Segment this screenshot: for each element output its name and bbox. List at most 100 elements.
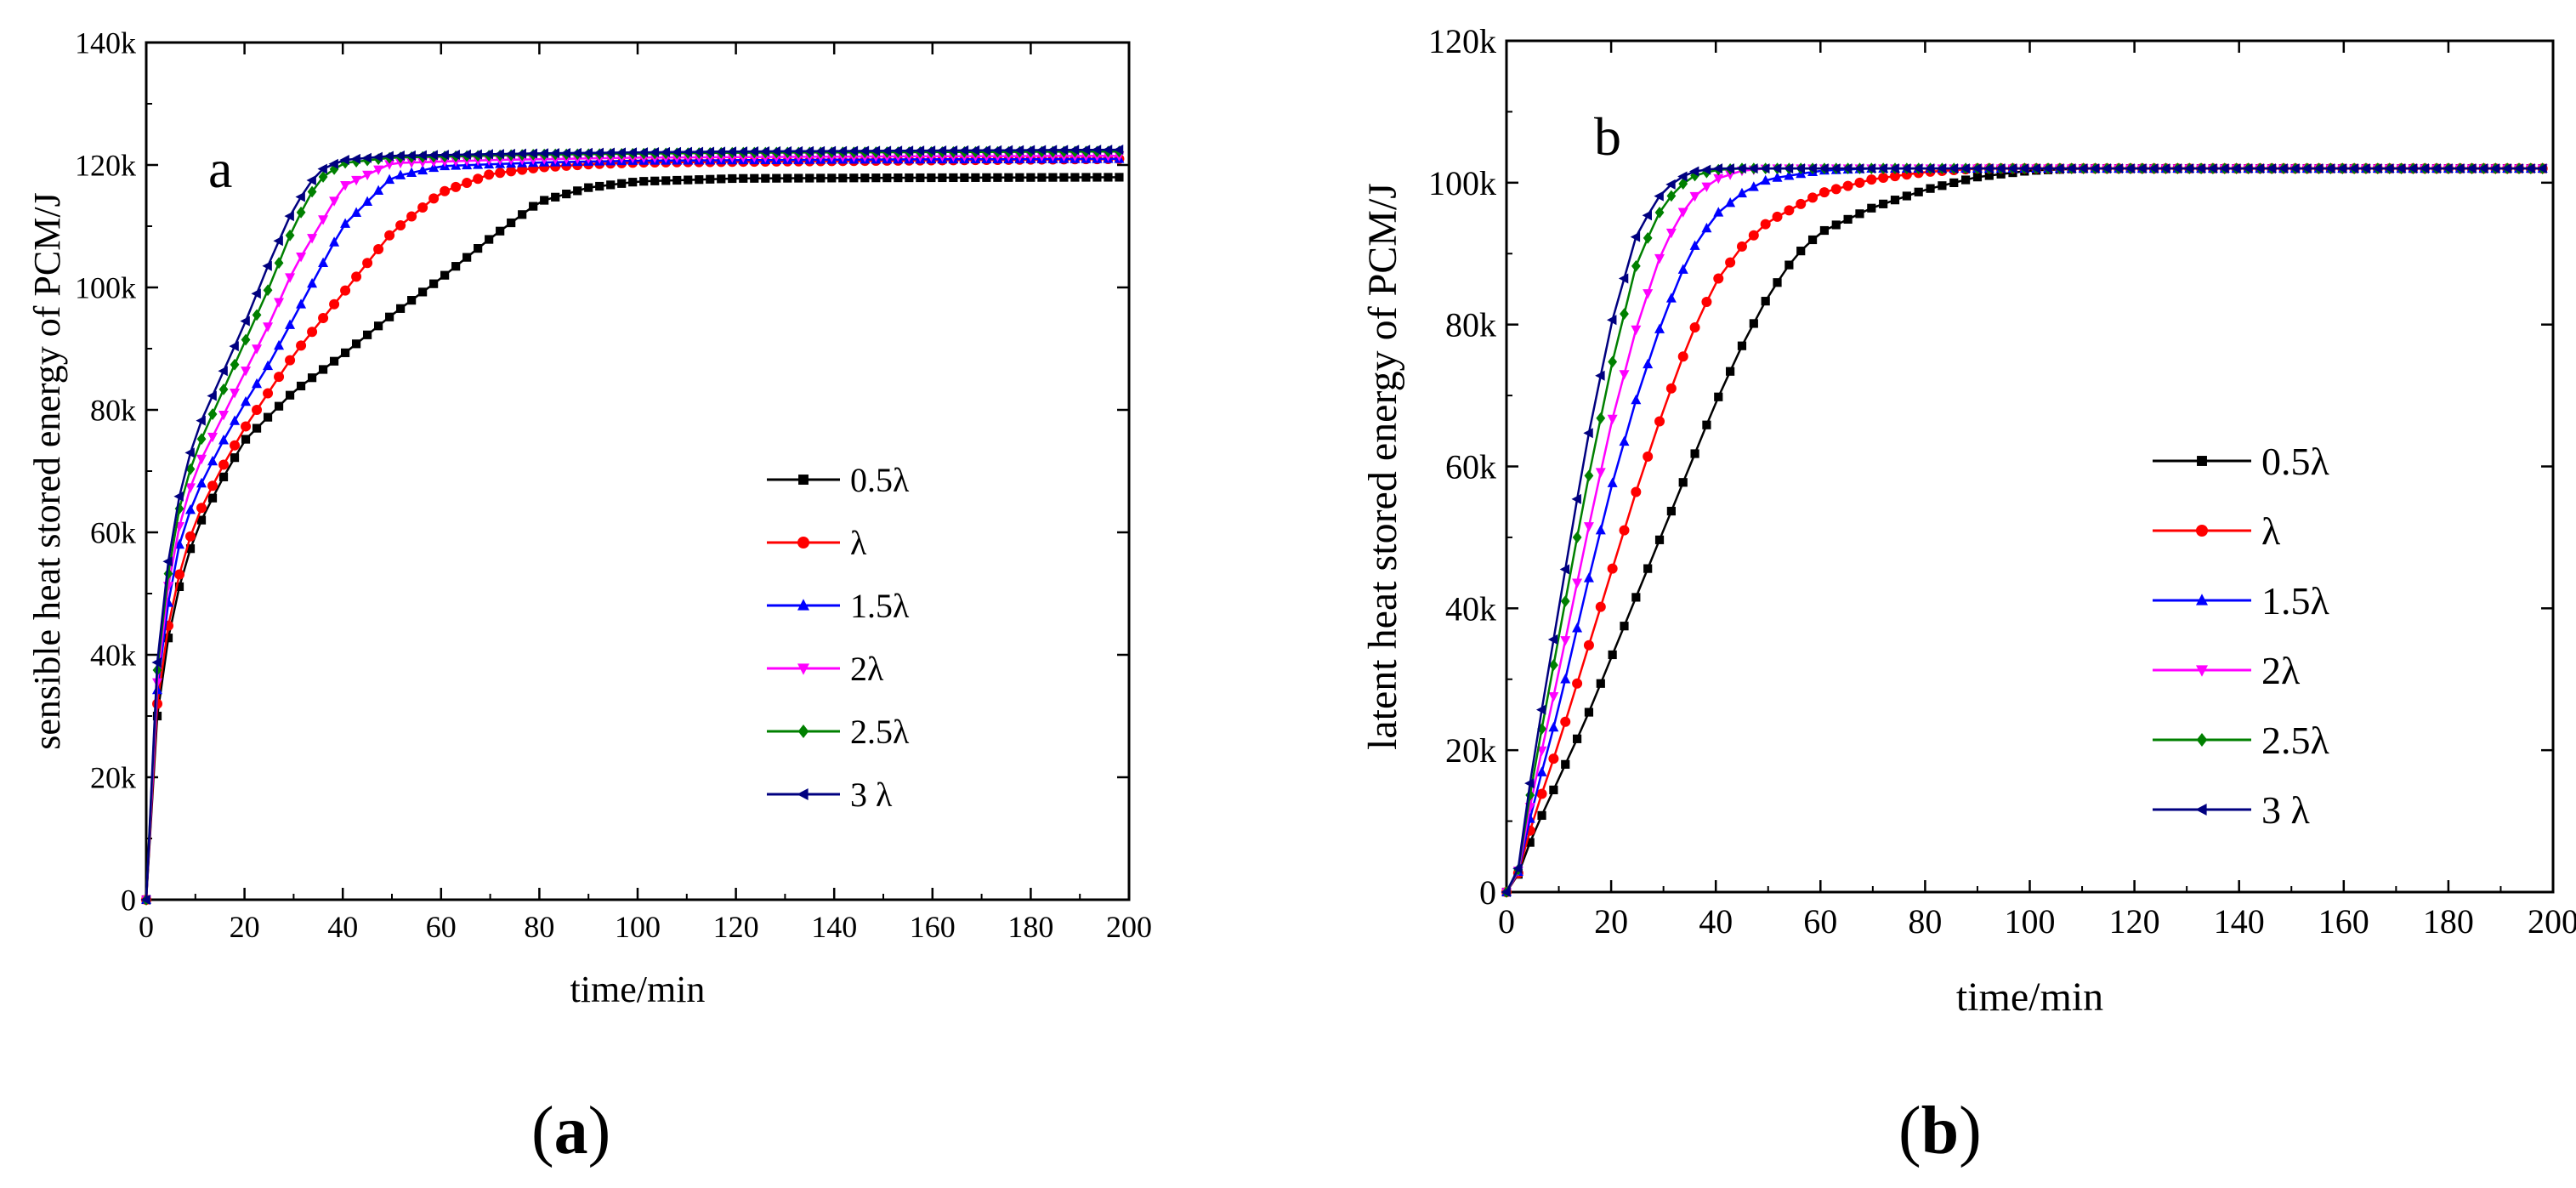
data-point xyxy=(185,544,196,554)
data-point xyxy=(792,145,803,156)
series-line xyxy=(145,154,1120,901)
data-point xyxy=(739,173,748,183)
data-point xyxy=(1819,187,1830,198)
data-point xyxy=(196,433,207,446)
data-point xyxy=(2195,163,2205,174)
data-point xyxy=(860,173,870,183)
data-point xyxy=(1878,172,1889,183)
data-point xyxy=(462,253,472,262)
y-tick-label: 60k xyxy=(90,516,136,550)
chart-b: 0 20 40 60 80 100 120 140 160 180 200 0 20k 40k 60k 80k… xyxy=(1360,22,2576,1020)
data-point xyxy=(218,435,230,445)
data-point xyxy=(340,348,350,357)
data-point xyxy=(1831,220,1841,230)
data-point xyxy=(1584,469,1594,482)
data-point xyxy=(285,390,295,400)
x-tick-label: 180 xyxy=(2423,902,2474,941)
data-point xyxy=(661,176,671,185)
legend-marker xyxy=(797,724,809,739)
data-point xyxy=(494,149,504,160)
data-point xyxy=(1547,634,1558,645)
data-point xyxy=(2489,163,2500,174)
data-point xyxy=(1748,181,1759,191)
data-point xyxy=(2312,163,2324,174)
data-point xyxy=(329,356,339,366)
data-point xyxy=(1713,173,1724,185)
data-point xyxy=(1961,175,1971,185)
data-point xyxy=(1560,636,1571,646)
y-tick-label: 20k xyxy=(1445,731,1496,770)
data-point xyxy=(1796,247,1806,256)
caption-b: (b) xyxy=(1898,1093,1982,1170)
data-point xyxy=(1926,184,1935,193)
x-tick-label: 140 xyxy=(2214,902,2265,941)
data-point xyxy=(307,185,317,198)
data-point xyxy=(1913,163,1923,174)
data-point xyxy=(273,236,283,247)
data-point xyxy=(361,152,372,163)
data-point xyxy=(1092,173,1102,182)
x-tick-label: 40 xyxy=(327,910,358,944)
data-point xyxy=(296,340,307,351)
data-point xyxy=(407,296,417,305)
legend-marker xyxy=(2196,665,2208,677)
data-point xyxy=(1771,163,1782,174)
data-point xyxy=(1843,214,1853,224)
data-point xyxy=(1608,355,1618,368)
caption-a-open: ( xyxy=(531,1094,554,1168)
data-point xyxy=(881,145,892,156)
data-point xyxy=(362,258,373,269)
data-point xyxy=(1631,593,1641,602)
y-tick-label: 0 xyxy=(121,884,136,918)
data-point xyxy=(1865,163,1876,174)
data-point xyxy=(826,145,837,156)
data-point xyxy=(1501,887,1511,897)
data-point xyxy=(307,373,317,383)
data-point xyxy=(1749,319,1758,328)
data-point xyxy=(1983,163,1994,174)
data-point xyxy=(395,158,406,169)
data-point xyxy=(2054,163,2064,174)
data-point xyxy=(2384,163,2394,174)
data-point xyxy=(263,412,273,422)
y-tick-label: 20k xyxy=(90,761,136,795)
data-point xyxy=(2136,163,2147,174)
data-point xyxy=(1807,192,1819,203)
data-point xyxy=(2231,163,2241,174)
data-point xyxy=(151,657,162,668)
legend-label: λ xyxy=(2261,509,2281,553)
data-point xyxy=(1995,163,2006,174)
data-point xyxy=(185,463,196,475)
data-point xyxy=(384,160,395,170)
data-point xyxy=(230,358,240,371)
legend-marker xyxy=(798,475,809,485)
data-point xyxy=(1643,358,1654,369)
legend: 0.5λ λ 1.5λ 2λ 2.5λ 3 λ xyxy=(767,461,910,814)
legend-label: 2λ xyxy=(850,650,884,688)
data-point xyxy=(474,244,483,253)
data-point xyxy=(274,401,284,411)
data-point xyxy=(1677,264,1688,274)
data-point xyxy=(2183,163,2194,174)
data-point xyxy=(2148,163,2159,174)
data-point xyxy=(461,149,471,160)
x-tick-label: 80 xyxy=(524,910,554,944)
data-point xyxy=(362,170,373,181)
data-point xyxy=(894,173,903,183)
data-point xyxy=(938,173,947,183)
data-point xyxy=(1678,478,1688,487)
legend-marker xyxy=(2196,732,2208,747)
data-point xyxy=(1689,240,1700,250)
data-point xyxy=(781,145,792,156)
caption-a: (a) xyxy=(531,1093,610,1170)
x-axis-label: time/min xyxy=(570,969,706,1010)
data-point xyxy=(307,277,318,288)
data-point xyxy=(229,341,239,352)
data-point xyxy=(362,196,373,206)
data-point xyxy=(2372,163,2382,174)
data-point xyxy=(1070,173,1080,182)
data-point xyxy=(406,150,416,161)
data-point xyxy=(296,381,306,391)
y-tick-label: 40k xyxy=(90,639,136,673)
data-point xyxy=(1642,210,1652,221)
